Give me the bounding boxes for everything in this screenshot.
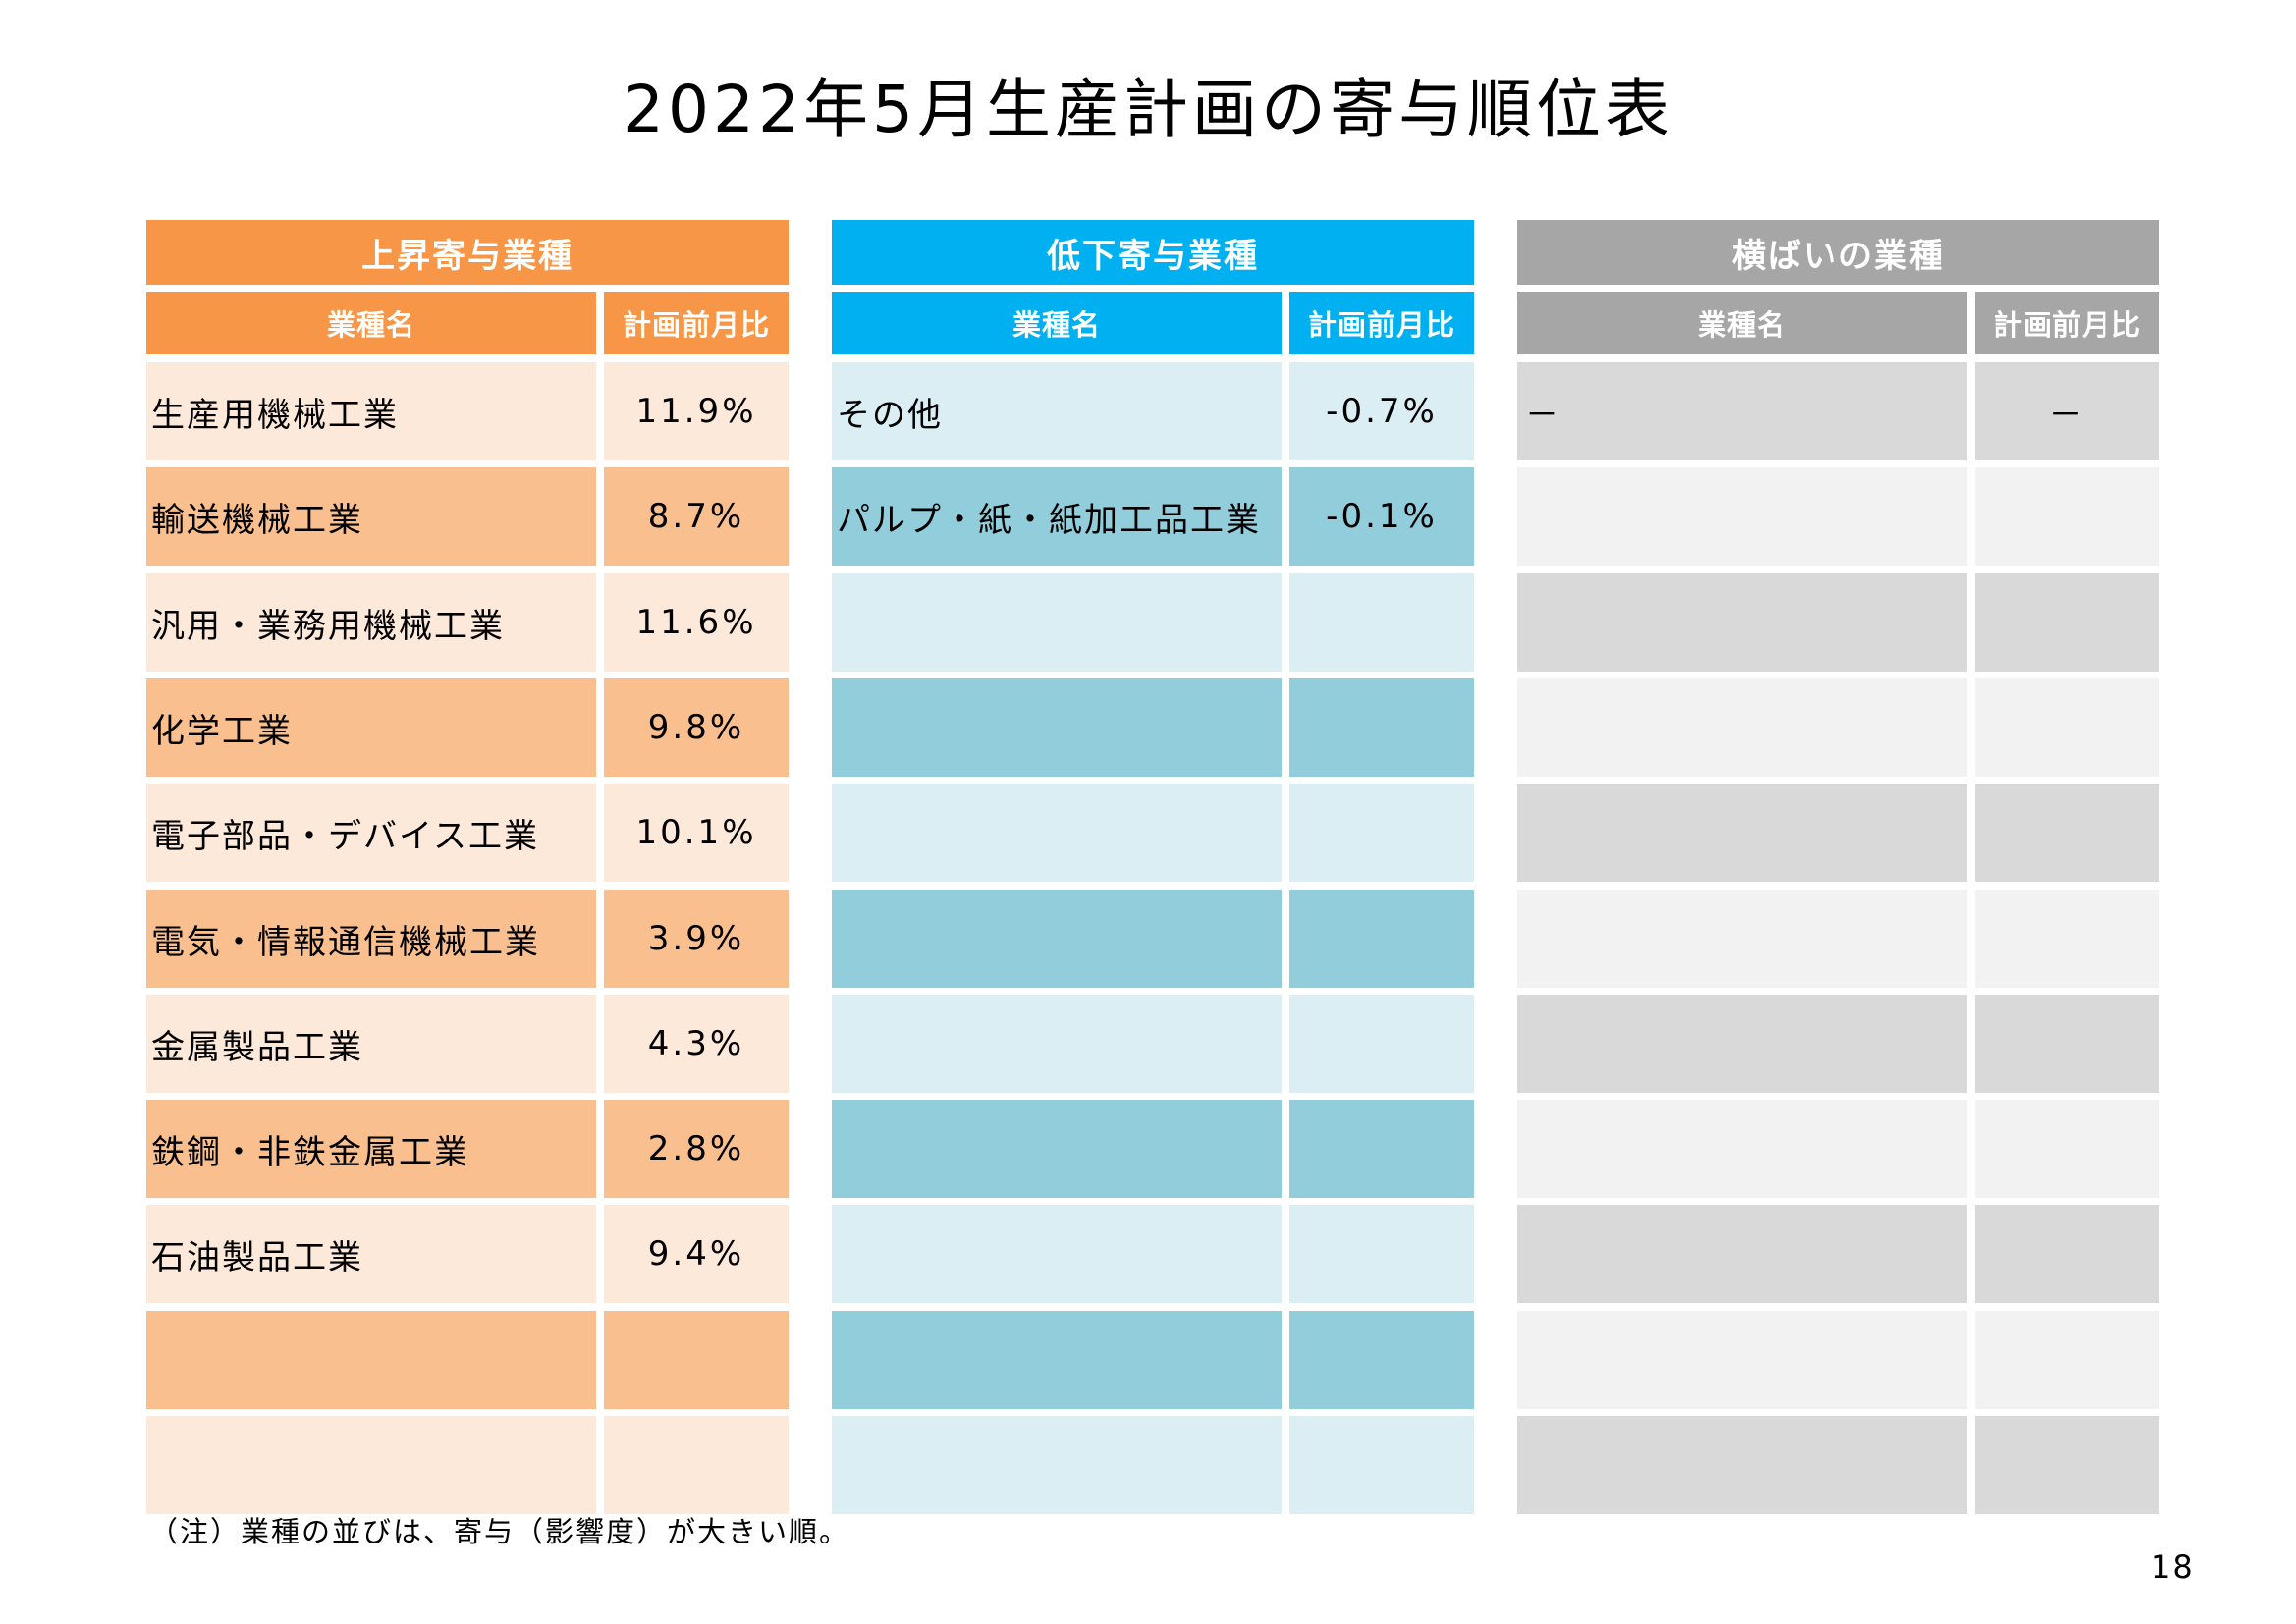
flat-row-7-industry [1517, 995, 1967, 1093]
down-row-7-industry [832, 995, 1282, 1093]
down-row-1-industry: その他 [832, 362, 1282, 460]
flat-row-7-value [1975, 995, 2159, 1093]
down-row-9-value [1289, 1205, 1474, 1303]
up-column-header-name: 業種名 [146, 292, 596, 354]
up-row-7-value: 4.3% [604, 995, 789, 1093]
up-row-3-industry: 汎用・業務用機械工業 [146, 573, 596, 672]
up-row-9-industry: 石油製品工業 [146, 1205, 596, 1303]
up-row-5-industry: 電子部品・デバイス工業 [146, 784, 596, 882]
up-row-7-industry: 金属製品工業 [146, 995, 596, 1093]
down-row-3-value [1289, 573, 1474, 672]
page-number: 18 [2151, 1548, 2195, 1586]
flat-row-5-industry [1517, 784, 1967, 882]
flat-row-11-value [1975, 1416, 2159, 1514]
flat-row-8-value [1975, 1100, 2159, 1198]
flat-column-header-value: 計画前月比 [1975, 292, 2159, 354]
up-row-6-industry: 電気・情報通信機械工業 [146, 890, 596, 988]
down-panel-header: 低下寄与業種 [832, 220, 1474, 285]
up-row-11-value [604, 1416, 789, 1514]
flat-row-8-industry [1517, 1100, 1967, 1198]
up-row-4-industry: 化学工業 [146, 678, 596, 777]
down-row-8-industry [832, 1100, 1282, 1198]
flat-row-9-industry [1517, 1205, 1967, 1303]
down-row-2-industry: パルプ・紙・紙加工品工業 [832, 467, 1282, 566]
flat-row-3-value [1975, 573, 2159, 672]
down-row-1-value: -0.7% [1289, 362, 1474, 460]
flat-row-2-industry [1517, 467, 1967, 566]
flat-row-6-industry [1517, 890, 1967, 988]
up-row-1-industry: 生産用機械工業 [146, 362, 596, 460]
down-row-6-value [1289, 890, 1474, 988]
page-title: 2022年5月生産計画の寄与順位表 [623, 72, 1673, 147]
up-row-10-industry [146, 1311, 596, 1409]
up-row-9-value: 9.4% [604, 1205, 789, 1303]
down-row-9-industry [832, 1205, 1282, 1303]
footnote: （注）業種の並びは、寄与（影響度）が大きい順。 [149, 1515, 850, 1548]
down-row-4-industry [832, 678, 1282, 777]
down-column-header-name: 業種名 [832, 292, 1282, 354]
up-row-2-industry: 輸送機械工業 [146, 467, 596, 566]
down-row-5-value [1289, 784, 1474, 882]
down-row-11-industry [832, 1416, 1282, 1514]
flat-panel-header: 横ばいの業種 [1517, 220, 2159, 285]
up-row-1-value: 11.9% [604, 362, 789, 460]
flat-row-5-value [1975, 784, 2159, 882]
flat-row-10-value [1975, 1311, 2159, 1409]
flat-column-header-name: 業種名 [1517, 292, 1967, 354]
up-column-header-value: 計画前月比 [604, 292, 789, 354]
up-panel-header: 上昇寄与業種 [146, 220, 789, 285]
down-row-7-value [1289, 995, 1474, 1093]
flat-row-1-industry: － [1517, 362, 1967, 460]
flat-row-6-value [1975, 890, 2159, 988]
flat-row-4-value [1975, 678, 2159, 777]
up-row-11-industry [146, 1416, 596, 1514]
flat-row-9-value [1975, 1205, 2159, 1303]
down-row-11-value [1289, 1416, 1474, 1514]
down-row-6-industry [832, 890, 1282, 988]
down-column-header-value: 計画前月比 [1289, 292, 1474, 354]
up-row-6-value: 3.9% [604, 890, 789, 988]
flat-row-1-value: － [1975, 362, 2159, 460]
down-row-2-value: -0.1% [1289, 467, 1474, 566]
up-row-5-value: 10.1% [604, 784, 789, 882]
up-row-8-industry: 鉄鋼・非鉄金属工業 [146, 1100, 596, 1198]
flat-row-11-industry [1517, 1416, 1967, 1514]
down-row-10-industry [832, 1311, 1282, 1409]
flat-row-3-industry [1517, 573, 1967, 672]
flat-row-4-industry [1517, 678, 1967, 777]
up-row-4-value: 9.8% [604, 678, 789, 777]
down-row-5-industry [832, 784, 1282, 882]
up-row-8-value: 2.8% [604, 1100, 789, 1198]
down-row-4-value [1289, 678, 1474, 777]
up-row-10-value [604, 1311, 789, 1409]
up-row-3-value: 11.6% [604, 573, 789, 672]
down-row-10-value [1289, 1311, 1474, 1409]
down-row-8-value [1289, 1100, 1474, 1198]
flat-row-2-value [1975, 467, 2159, 566]
down-row-3-industry [832, 573, 1282, 672]
up-row-2-value: 8.7% [604, 467, 789, 566]
flat-row-10-industry [1517, 1311, 1967, 1409]
